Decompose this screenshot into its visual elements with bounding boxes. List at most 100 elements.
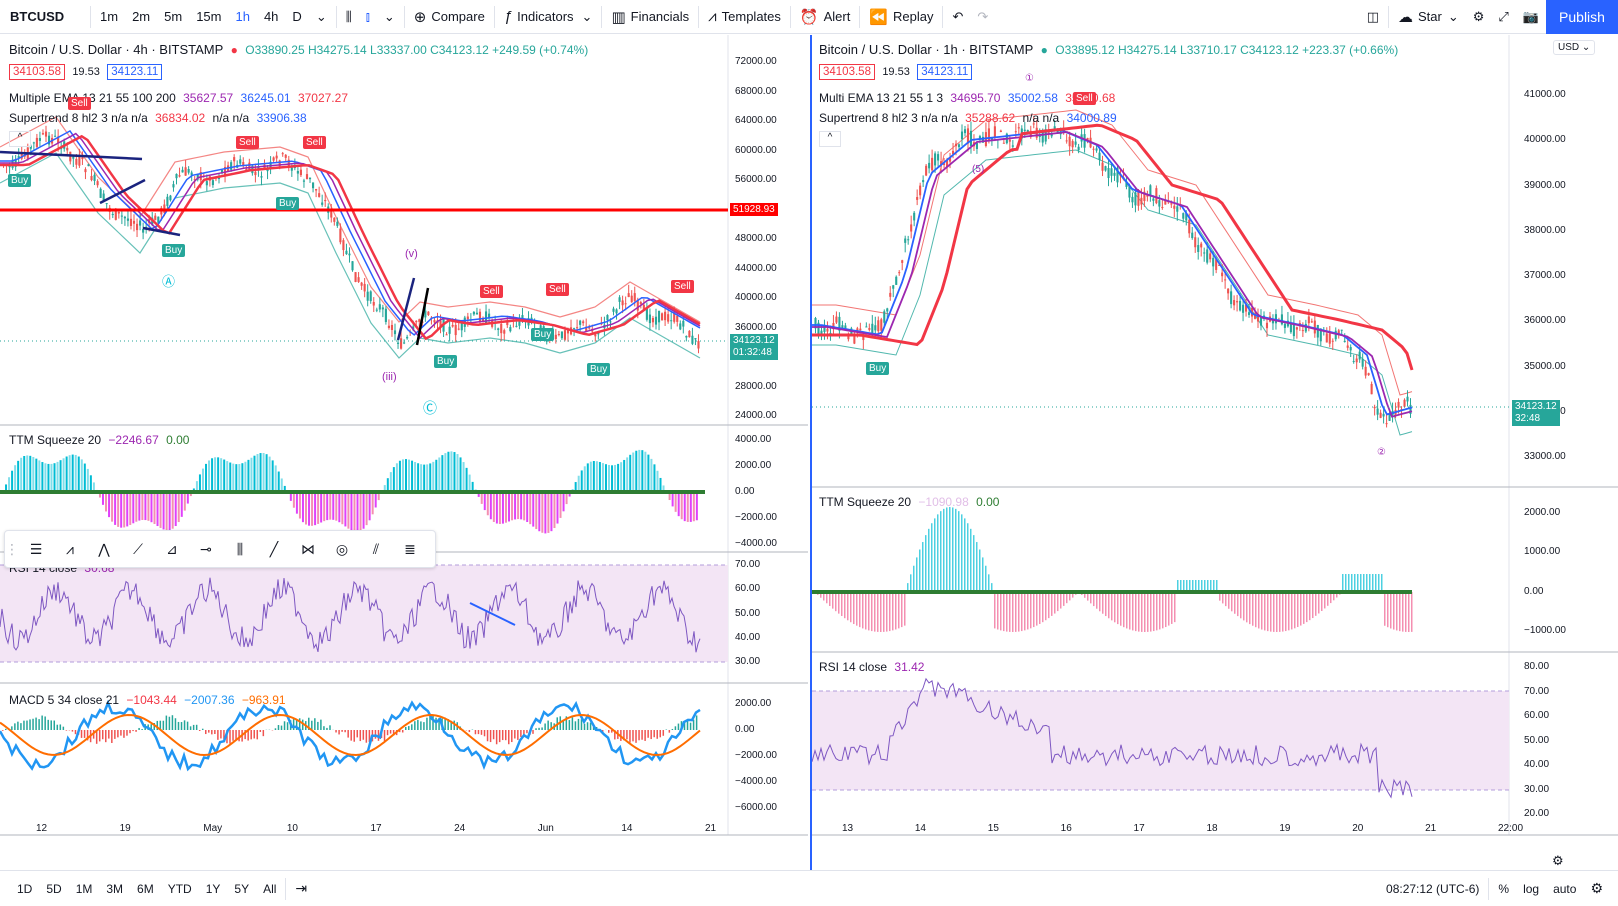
interval-5m[interactable]: 5m [164, 9, 183, 24]
rsi-band [812, 691, 1509, 790]
interval-dropdown-chevron-icon[interactable]: ⌄ [315, 8, 327, 24]
indicators-button[interactable]: ƒ Indicators ⌄ [497, 0, 600, 34]
range-5d[interactable]: 5D [46, 881, 62, 896]
right-chart[interactable]: Bitcoin / U.S. Dollar · 1h · BITSTAMP ● … [810, 35, 1618, 870]
left-ttm-legend[interactable]: TTM Squeeze 20 −2246.67 0.00 [9, 433, 193, 447]
star-button[interactable]: ☁ Star ⌄ [1391, 0, 1466, 34]
left-ema-legend[interactable]: Multiple EMA 13 21 55 100 200 35627.57 3… [9, 91, 352, 105]
range-5y[interactable]: 5Y [234, 881, 250, 896]
candle-body [1155, 188, 1158, 204]
undo-icon[interactable]: ↶ [952, 8, 964, 24]
candle-body [922, 180, 925, 183]
interval-1h[interactable]: 1h [235, 9, 250, 24]
ttm-histogram-bar [314, 492, 317, 526]
xabcd-pattern-icon[interactable]: ⋈ [301, 540, 315, 557]
right-ttm-legend[interactable]: TTM Squeeze 20 −1090.98 0.00 [819, 495, 1003, 509]
buy-price-button[interactable]: 34123.11 [917, 64, 973, 80]
left-supertrend-legend[interactable]: Supertrend 8 hl2 3 n/a n/a 36834.02 n/a … [9, 111, 311, 125]
macd-histogram-bar [47, 719, 49, 730]
right-chart-canvas[interactable] [812, 35, 1618, 870]
percent-toggle[interactable]: % [1498, 881, 1510, 896]
fib-circle-icon[interactable]: ◎ [335, 540, 349, 557]
time-axis-settings-gear-icon[interactable]: ⚙ [1552, 853, 1564, 868]
auto-toggle[interactable]: auto [1553, 881, 1577, 896]
candle-body [1236, 301, 1239, 303]
range-3m[interactable]: 3M [106, 881, 124, 896]
ttm-histogram-bar [217, 457, 220, 492]
macd-histogram-bar [486, 730, 489, 742]
range-6m[interactable]: 6M [137, 881, 154, 896]
ttm-histogram-bar [1396, 592, 1398, 631]
abcd-pattern-icon[interactable]: ⋀ [98, 540, 110, 557]
trend-line-icon[interactable]: ╱ [269, 540, 279, 557]
currency-label: USD [1558, 42, 1580, 53]
right-rsi-legend[interactable]: RSI 14 close 31.42 [819, 660, 928, 674]
right-supertrend-legend[interactable]: Supertrend 8 hl2 3 n/a n/a 35288.62 n/a … [819, 111, 1121, 125]
collapse-legend-chevron-icon[interactable]: ^ [9, 131, 31, 147]
interval-15m[interactable]: 15m [196, 9, 222, 24]
currency-selector[interactable]: USD ⌄ [1553, 40, 1596, 55]
fullscreen-icon[interactable]: ⤢ [1498, 8, 1509, 24]
macd-histogram-bar [229, 730, 231, 744]
interval-4h[interactable]: 4h [263, 9, 279, 24]
horizontal-lines-icon[interactable]: ☰ [29, 540, 43, 557]
symbol-search[interactable]: BTCUSD [10, 9, 65, 24]
ttm-histogram-bar [1330, 592, 1332, 604]
collapse-legend-chevron-icon[interactable]: ^ [819, 131, 841, 147]
macd-histogram-bar [20, 723, 22, 730]
templates-button[interactable]: ⩘ Templates [701, 0, 788, 34]
candle-body [651, 317, 655, 323]
ttm-histogram-bar [1003, 592, 1005, 632]
path-icon[interactable]: ⟋ [133, 540, 143, 557]
financials-button[interactable]: ▥ Financials [604, 0, 696, 34]
ttm-value: −1090.98 [918, 495, 969, 509]
alert-button[interactable]: ⏰ Alert [793, 0, 857, 34]
candle-body [378, 304, 381, 310]
candles-icon[interactable]: ⫼ [236, 540, 244, 557]
range-1y[interactable]: 1Y [205, 881, 221, 896]
redo-icon[interactable]: ↷ [977, 8, 989, 24]
horizontal-ray-icon[interactable]: ⊸ [200, 540, 212, 557]
goto-date-icon[interactable]: ⇥ [295, 880, 308, 896]
left-chart-canvas[interactable] [0, 35, 808, 870]
macd-line [0, 699, 701, 772]
fib-fan-icon[interactable]: ⊿ [166, 540, 178, 557]
left-chart[interactable]: Bitcoin / U.S. Dollar · 4h · BITSTAMP ● … [0, 35, 808, 870]
candle-body [823, 325, 826, 332]
replay-button[interactable]: ⏪ Replay [862, 0, 940, 34]
left-macd-legend[interactable]: MACD 5 34 close 21 −1043.44 −2007.36 −96… [9, 693, 290, 707]
range-ytd[interactable]: YTD [167, 881, 192, 896]
ttm-histogram-bar [686, 492, 689, 522]
interval-d[interactable]: D [292, 9, 302, 24]
buy-price-button[interactable]: 34123.11 [107, 64, 163, 80]
interval-2m[interactable]: 2m [132, 9, 151, 24]
publish-button[interactable]: Publish [1546, 0, 1618, 34]
camera-icon[interactable]: 📷 [1522, 8, 1539, 24]
settings-gear-icon[interactable]: ⚙ [1472, 8, 1485, 24]
range-1d[interactable]: 1D [17, 881, 33, 896]
ttm-histogram-bar [1192, 580, 1194, 592]
bar-style-icon[interactable]: ⫼ [345, 8, 352, 24]
drag-handle-icon[interactable]: ⋮ [5, 540, 19, 557]
elliott-wave-icon[interactable]: ⩘ [66, 540, 74, 557]
sell-price-button[interactable]: 34103.58 [819, 64, 875, 80]
macd-histogram-bar [611, 730, 613, 733]
axis-settings-gear-icon[interactable]: ⚙ [1590, 880, 1603, 896]
sell-price-button[interactable]: 34103.58 [9, 64, 65, 80]
regression-icon[interactable]: ≣ [404, 540, 416, 557]
wave-label-2: ② [1377, 447, 1386, 458]
layout-icon[interactable]: ◫ [1366, 8, 1379, 24]
candle-style-icon[interactable]: ⫾ [365, 8, 370, 24]
interval-1m[interactable]: 1m [100, 9, 119, 24]
parallel-channel-icon[interactable]: ⫽ [372, 540, 380, 557]
left-countdown: 01:32:48 [733, 347, 772, 358]
log-toggle[interactable]: log [1523, 881, 1540, 896]
candle-body [670, 320, 673, 322]
ttm-histogram-bar [132, 492, 135, 524]
clock-time[interactable]: 08:27:12 (UTC-6) [1386, 881, 1480, 896]
chart-type-chevron-icon[interactable]: ⌄ [383, 8, 395, 24]
ttm-histogram-bar [1183, 580, 1185, 592]
compare-button[interactable]: ⊕ Compare [407, 0, 492, 34]
range-1m[interactable]: 1M [75, 881, 93, 896]
range-all[interactable]: All [263, 881, 277, 896]
